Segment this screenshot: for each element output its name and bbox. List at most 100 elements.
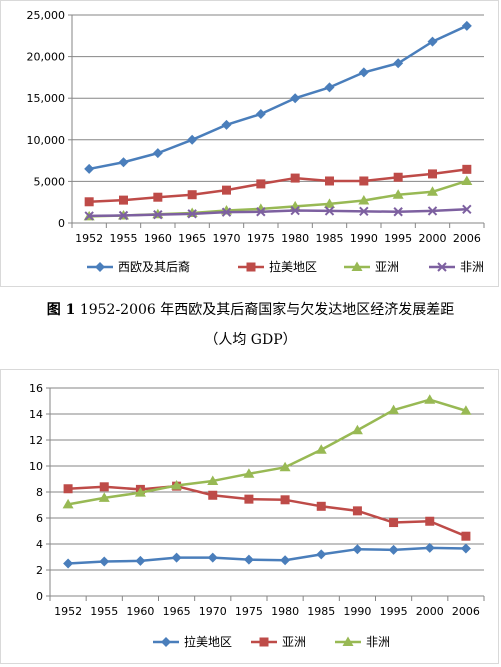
chart-2-frame: 0 2 4 6 8 10 12 14 16 1952 1955 1960 1965 1970 1975 198… <box>0 369 499 664</box>
data-point <box>152 148 163 159</box>
x-tick-label: 1970 <box>199 605 227 618</box>
legend-item: 非洲 <box>335 635 390 649</box>
series-square <box>63 481 471 541</box>
data-point <box>280 555 291 566</box>
data-point <box>118 157 129 168</box>
data-point <box>63 484 73 494</box>
x-tick-label: 1955 <box>110 232 138 245</box>
data-point <box>243 468 255 478</box>
data-point <box>393 58 404 69</box>
data-point <box>393 172 403 182</box>
x-tick-label: 1952 <box>54 605 82 618</box>
data-point <box>207 552 218 563</box>
data-point <box>255 109 266 120</box>
legend-marker <box>342 636 354 646</box>
data-point <box>84 197 94 207</box>
data-point <box>427 186 438 196</box>
chart-1-frame: 0 5,000 10,000 15,000 20,000 25,000 1952 1955 19… <box>0 0 499 287</box>
data-point <box>461 20 472 31</box>
chart-2: 0 2 4 6 8 10 12 14 16 1952 1955 1960 1965 1970 1975 198… <box>29 382 485 649</box>
data-point <box>99 556 110 567</box>
data-point <box>134 487 146 497</box>
x-tick-label: 1955 <box>90 605 118 618</box>
data-point <box>208 490 218 500</box>
data-point <box>62 498 74 509</box>
legend-marker <box>351 261 363 271</box>
data-point <box>171 480 183 490</box>
data-point <box>460 543 471 554</box>
data-point <box>290 173 300 183</box>
data-point <box>99 482 109 492</box>
data-point <box>359 206 369 217</box>
data-point <box>388 544 399 555</box>
series-x <box>84 204 472 221</box>
figure-subtitle: （人均 GDP） <box>204 332 297 348</box>
data-point <box>358 67 369 78</box>
series-line <box>67 398 467 506</box>
data-point <box>222 185 231 195</box>
x-tick-label: 1965 <box>163 605 191 618</box>
y-tick-label: 0 <box>58 217 65 230</box>
y-tick-label: 0 <box>36 590 43 603</box>
x-tick-label: 1990 <box>343 605 371 618</box>
legend-marker <box>95 262 105 272</box>
data-point <box>324 198 335 208</box>
data-point <box>153 209 163 220</box>
x-tick-label: 1952 <box>75 232 103 245</box>
x-tick-label: 1995 <box>384 232 412 245</box>
data-point <box>427 206 438 216</box>
data-point <box>324 206 335 216</box>
data-point <box>461 531 471 541</box>
legend-label: 亚洲 <box>282 635 306 649</box>
x-tick-label: 1985 <box>316 232 344 245</box>
legend-label: 西欧及其后裔 <box>118 259 190 274</box>
x-tick-label: 2000 <box>419 232 447 245</box>
x-tick-label: 1975 <box>235 605 263 618</box>
data-point <box>352 544 363 555</box>
data-point <box>279 461 291 472</box>
data-point <box>389 518 399 528</box>
x-tick-label: 1960 <box>144 232 172 245</box>
data-point <box>316 549 327 560</box>
legend-marker <box>259 637 269 647</box>
data-point <box>171 552 182 563</box>
data-point <box>187 209 197 219</box>
x-tick-label: 1980 <box>281 232 309 245</box>
x-tick-label: 1960 <box>126 605 154 618</box>
series-diamond <box>84 20 472 174</box>
series-line <box>89 168 467 204</box>
legend-marker <box>246 262 256 272</box>
y-tick-label: 25,000 <box>27 9 66 22</box>
legend-item: 拉美地区 <box>153 634 232 649</box>
data-point <box>352 506 362 516</box>
data-point <box>221 207 232 217</box>
x-tick-label: 1980 <box>271 605 299 618</box>
data-point <box>358 195 370 205</box>
y-tick-label: 12 <box>29 434 43 447</box>
figure-label: 图 1 <box>46 302 76 318</box>
data-point <box>290 205 300 216</box>
data-point <box>84 163 95 174</box>
data-point <box>187 134 198 145</box>
x-tick-label: 2006 <box>452 605 480 618</box>
y-tick-label: 8 <box>36 486 43 499</box>
series-line <box>68 484 467 538</box>
data-point <box>187 190 197 200</box>
data-point <box>359 176 369 186</box>
data-point <box>324 82 335 93</box>
x-tick-label: 2000 <box>416 605 444 618</box>
data-point <box>63 558 74 569</box>
legend-label: 亚洲 <box>375 260 399 274</box>
data-point <box>424 542 435 553</box>
data-point <box>425 516 435 526</box>
legend-marker <box>437 262 447 272</box>
legend-marker <box>161 637 171 647</box>
data-point <box>280 495 290 505</box>
figure-title: 1952-2006 年西欧及其后裔国家与欠发达地区经济发展差距 <box>79 302 455 318</box>
data-point <box>84 211 94 221</box>
legend-item: 亚洲 <box>251 635 306 649</box>
data-point <box>393 207 403 217</box>
data-point <box>325 176 334 186</box>
legend-item: 亚洲 <box>344 260 399 274</box>
legend-label: 非洲 <box>460 260 484 274</box>
